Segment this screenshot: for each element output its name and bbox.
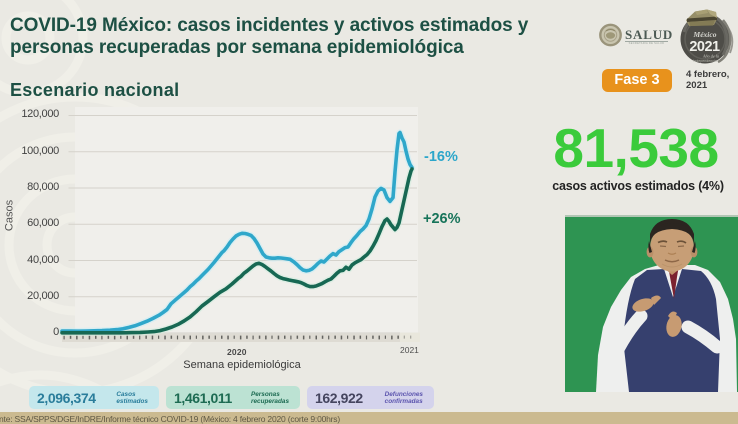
svg-text:2021: 2021 bbox=[689, 39, 720, 55]
svg-text:Independencia: Independencia bbox=[693, 59, 717, 63]
svg-text:México: México bbox=[693, 30, 717, 39]
svg-text:Año de la: Año de la bbox=[702, 54, 719, 59]
